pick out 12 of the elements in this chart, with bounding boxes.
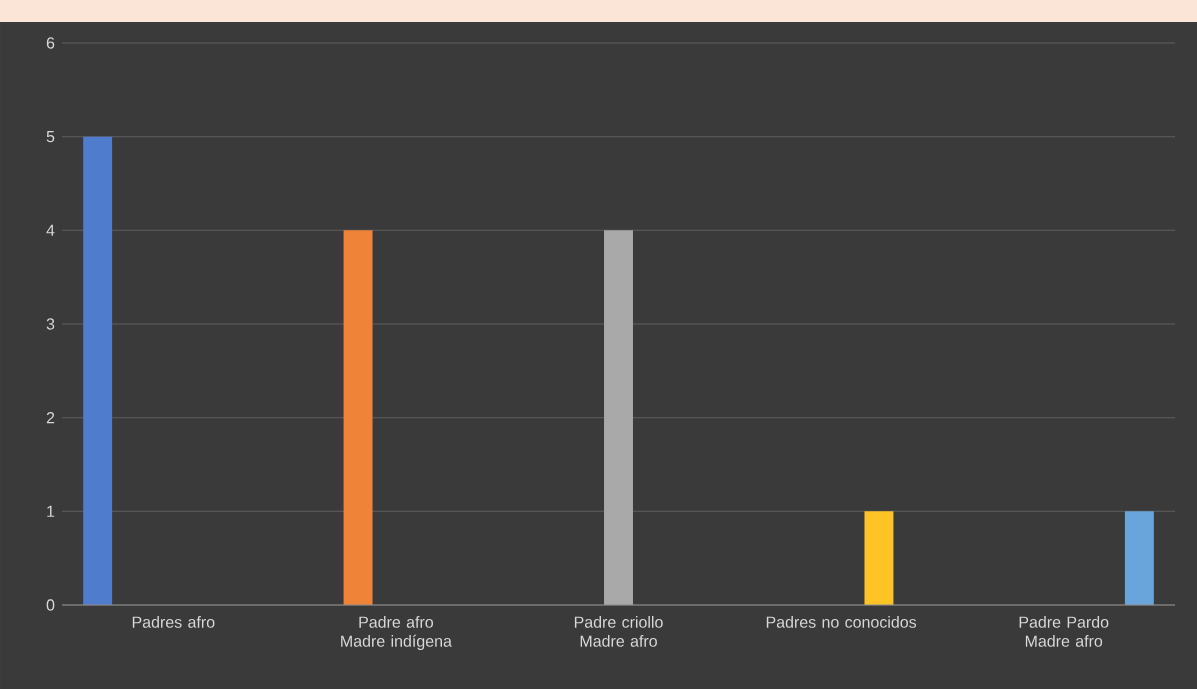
- x-tick-label: Padres no conocidos: [766, 616, 917, 628]
- y-tick-label: 0: [46, 599, 55, 611]
- x-tick-label: Padre criollo Madre afro: [574, 616, 663, 647]
- x-tick-label: Padre afro Madre indígena: [341, 616, 452, 650]
- y-tick-label: 3: [46, 318, 55, 330]
- y-tick-label: 1: [47, 505, 55, 517]
- x-tick-label: Padre Pardo Madre afro: [1019, 616, 1109, 647]
- y-tick-label: 2: [46, 412, 55, 424]
- y-tick-label: 6: [46, 37, 55, 49]
- y-tick-label: 4: [46, 224, 55, 236]
- x-tick-label: Padres afro: [132, 616, 215, 628]
- y-tick-label: 5: [46, 131, 55, 143]
